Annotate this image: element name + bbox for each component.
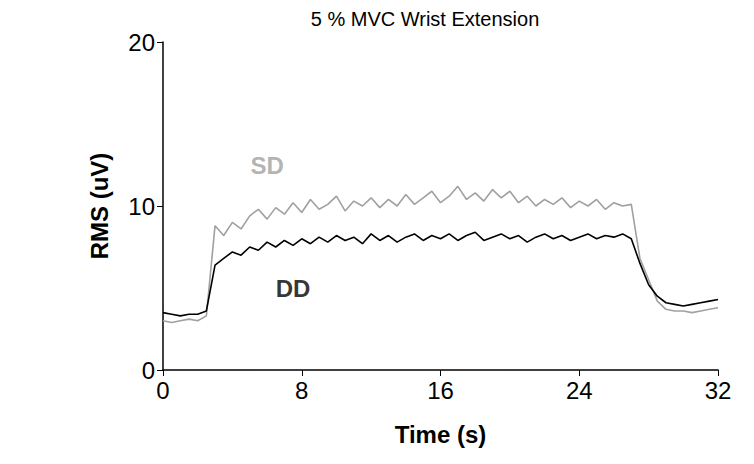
svg-text:DD: DD bbox=[276, 275, 311, 302]
svg-text:24: 24 bbox=[566, 377, 593, 404]
svg-text:32: 32 bbox=[705, 377, 732, 404]
svg-text:5 % MVC Wrist Extension: 5 % MVC Wrist Extension bbox=[311, 8, 540, 30]
svg-text:16: 16 bbox=[427, 377, 454, 404]
svg-text:0: 0 bbox=[142, 357, 155, 384]
svg-text:RMS (uV): RMS (uV) bbox=[86, 153, 113, 260]
svg-text:SD: SD bbox=[250, 152, 283, 179]
svg-text:10: 10 bbox=[128, 193, 155, 220]
svg-text:0: 0 bbox=[156, 377, 169, 404]
svg-text:Time (s): Time (s) bbox=[395, 421, 487, 448]
svg-text:8: 8 bbox=[295, 377, 308, 404]
svg-text:20: 20 bbox=[128, 29, 155, 56]
